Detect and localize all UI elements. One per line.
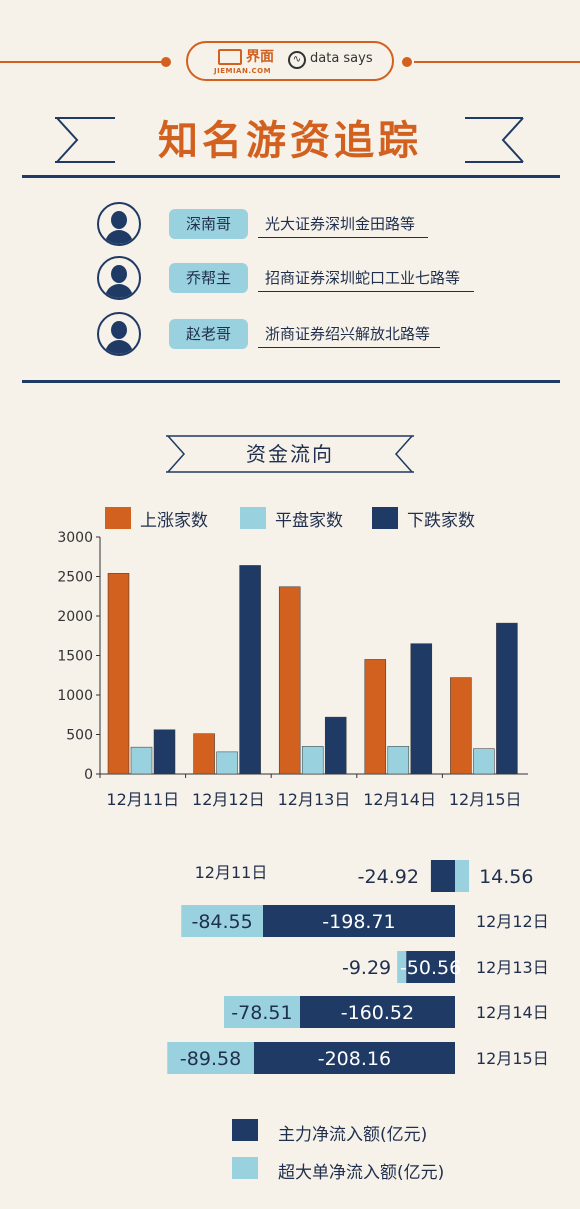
value-label-superlarge: -84.55 <box>191 911 252 933</box>
value-label-superlarge: -9.29 <box>342 957 391 979</box>
category-label: 12月12日 <box>476 912 549 931</box>
divider-bottom <box>22 380 560 383</box>
bar-0-1 <box>193 733 215 775</box>
y-tick-label: 0 <box>84 767 93 783</box>
x-tick-label: 12月14日 <box>363 790 436 809</box>
header-dot-left <box>161 57 171 67</box>
bar-superlarge-2 <box>397 951 407 983</box>
legend-label-flat: 平盘家数 <box>275 511 343 531</box>
brand-logo-pill: 界面 JIEMIAN.COM ∿ data says <box>186 41 394 81</box>
avatar-icon <box>97 202 141 246</box>
category-label: 12月15日 <box>476 1049 549 1068</box>
header-dot-right <box>402 57 412 67</box>
bar-0-3 <box>364 659 387 775</box>
bar-main-3 <box>299 996 455 1028</box>
bar-0-0 <box>107 573 130 775</box>
page-title: 知名游资追踪 <box>158 118 422 164</box>
bar-2-2 <box>324 716 347 775</box>
bar-2-4 <box>496 622 518 775</box>
bar-1-0 <box>130 746 153 775</box>
bar-superlarge-0 <box>455 860 470 892</box>
title-ribbon-left <box>55 117 115 163</box>
bar-1-3 <box>387 746 410 775</box>
category-label: 12月14日 <box>476 1003 549 1022</box>
bar-main-4 <box>253 1042 455 1074</box>
trader-name-tag: 赵老哥 <box>169 319 248 349</box>
x-tick-label: 12月15日 <box>449 790 522 809</box>
bar-0-4 <box>450 677 472 775</box>
bar-1-4 <box>473 748 495 775</box>
jiemian-logo-icon <box>218 49 242 65</box>
bar-superlarge-3 <box>224 996 300 1028</box>
y-tick-label: 500 <box>66 728 93 744</box>
value-label-superlarge: 14.56 <box>479 866 533 888</box>
bar-superlarge-1 <box>181 905 263 937</box>
x-tick-label: 12月13日 <box>278 790 351 809</box>
y-tick-label: 1500 <box>57 649 93 665</box>
trader-name-tag: 乔帮主 <box>169 263 248 293</box>
x-tick-label: 12月12日 <box>192 790 265 809</box>
value-label-superlarge: -89.58 <box>180 1048 241 1070</box>
data-says-text: data says <box>310 51 373 66</box>
trader-name-tag: 深南哥 <box>169 209 248 239</box>
bar-2-1 <box>239 565 261 775</box>
value-label-main: -198.71 <box>322 911 395 933</box>
legend-swatch-up <box>105 507 131 529</box>
bar-superlarge-4 <box>167 1042 254 1074</box>
legend-label-up: 上涨家数 <box>140 511 208 531</box>
bar-main-2 <box>406 951 455 983</box>
trader-branch: 光大证券深圳金田路等 <box>258 213 428 238</box>
trader-branch: 招商证券深圳蛇口工业七路等 <box>258 267 474 292</box>
section-title: 资金流向 <box>246 442 334 466</box>
avatar-icon <box>97 256 141 300</box>
logo-en-text: JIEMIAN.COM <box>214 67 272 75</box>
bar-0-2 <box>278 586 301 775</box>
legend-label-down: 下跌家数 <box>407 511 475 531</box>
legend-label-main-flow: 主力净流入额(亿元) <box>278 1125 428 1145</box>
legend-swatch-down <box>372 507 398 529</box>
y-tick-label: 1000 <box>57 688 93 704</box>
data-says-icon: ∿ <box>288 51 306 69</box>
section-ribbon <box>166 435 414 473</box>
stock-count-bar-chart: 0 500 1000 1500 2000 2500 3000 12月11日 12月12日 12月1… <box>57 530 528 809</box>
bar-2-3 <box>410 643 433 775</box>
y-tick-label: 3000 <box>57 530 93 546</box>
bar-main-0 <box>430 860 455 892</box>
legend-swatch-superlarge-flow <box>232 1157 258 1179</box>
category-label: 12月11日 <box>195 863 268 882</box>
category-label: 12月13日 <box>476 958 549 977</box>
x-tick-label: 12月11日 <box>106 790 179 809</box>
legend-swatch-main-flow <box>232 1119 258 1141</box>
legend-swatch-flat <box>240 507 266 529</box>
title-ribbon-right <box>465 117 524 163</box>
header-line-right <box>414 61 580 63</box>
y-tick-label: 2000 <box>57 609 93 625</box>
value-label-main: -24.92 <box>358 866 419 888</box>
value-label-superlarge: -78.51 <box>231 1002 292 1024</box>
avatar-icon <box>97 312 141 356</box>
trader-branch: 浙商证券绍兴解放北路等 <box>258 323 440 348</box>
header-line-left <box>0 61 166 63</box>
logo-cn-text: 界面 <box>246 49 274 65</box>
bar-1-2 <box>301 746 324 775</box>
bar-1-1 <box>216 751 238 775</box>
fund-flow-bar-chart: -24.92 14.56 12月11日 -198.71 -84.55 12月12日 -50.… <box>167 860 549 1074</box>
divider-top <box>22 175 560 178</box>
y-tick-label: 2500 <box>57 570 93 586</box>
value-label-main: -50.56 <box>400 957 461 979</box>
bar-main-1 <box>262 905 455 937</box>
bar-2-0 <box>153 729 176 775</box>
value-label-main: -208.16 <box>318 1048 391 1070</box>
value-label-main: -160.52 <box>341 1002 414 1024</box>
legend-label-superlarge-flow: 超大单净流入额(亿元) <box>278 1163 445 1183</box>
